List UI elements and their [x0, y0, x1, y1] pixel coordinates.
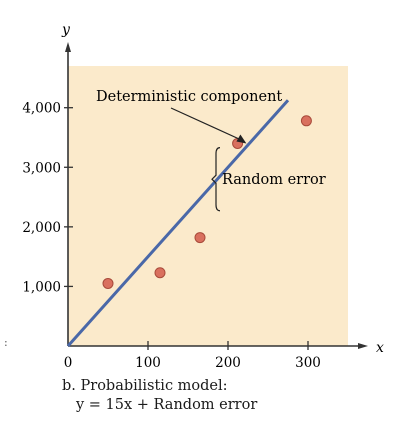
- y-tick-label: 2,000: [22, 220, 61, 236]
- data-points: [102, 115, 312, 289]
- y-axis-label: y: [61, 22, 71, 38]
- x-tick-label: 100: [135, 355, 161, 371]
- data-point: [194, 232, 206, 244]
- caption-equation: y = 15x + Random error: [76, 397, 258, 413]
- annotation-arrowhead: [236, 134, 247, 144]
- axes: yx: [61, 22, 384, 356]
- ticks: 1,000 2,000 3,000 4,000 0 100 200 300: [22, 101, 321, 371]
- y-tick-label: 4,000: [22, 101, 61, 117]
- stray-mark: :: [4, 336, 8, 349]
- data-point: [102, 277, 114, 289]
- x-axis-arrow: [358, 343, 368, 349]
- data-point: [154, 267, 166, 279]
- deterministic-component-label: Deterministic component: [96, 89, 282, 105]
- x-tick-label: 200: [215, 355, 241, 371]
- random-error-label: Random error: [222, 172, 326, 188]
- deterministic-line: [66, 99, 290, 348]
- plot-background: [68, 66, 348, 346]
- y-tick-label: 1,000: [22, 279, 61, 295]
- annotation-arrow-line: [170, 107, 243, 142]
- random-error-bracket: [211, 147, 221, 212]
- caption-title: b. Probabilistic model:: [62, 378, 228, 394]
- y-tick-label: 3,000: [22, 160, 61, 176]
- annotations: Deterministic component Random error: [96, 89, 326, 212]
- x-axis-label: x: [376, 340, 384, 356]
- caption: b. Probabilistic model: y = 15x + Random…: [62, 377, 257, 415]
- x-tick-label: 0: [64, 355, 73, 371]
- y-axis-arrow: [65, 42, 71, 52]
- data-point: [300, 115, 312, 127]
- x-tick-label: 300: [295, 355, 321, 371]
